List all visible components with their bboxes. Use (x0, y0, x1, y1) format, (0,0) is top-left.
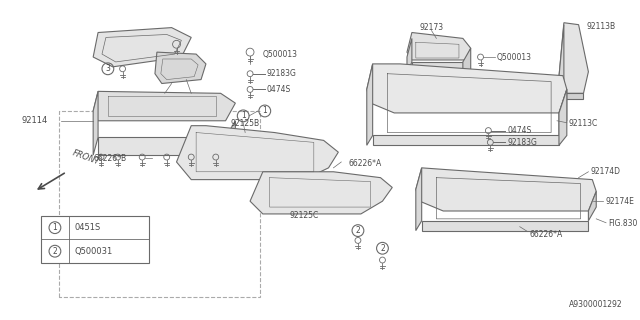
Text: 92113B: 92113B (586, 22, 616, 31)
Polygon shape (407, 38, 412, 74)
Text: Q500013: Q500013 (263, 50, 298, 59)
Text: 1: 1 (52, 223, 58, 232)
Polygon shape (98, 138, 225, 155)
Polygon shape (372, 135, 559, 145)
Text: 0474S: 0474S (507, 126, 531, 135)
Text: 92173: 92173 (420, 23, 444, 32)
Text: 0451S: 0451S (74, 223, 100, 232)
Polygon shape (93, 28, 191, 67)
Text: 92174E: 92174E (605, 197, 634, 206)
Polygon shape (250, 172, 392, 214)
Text: 66226*B: 66226*B (93, 154, 126, 163)
Text: 92125B: 92125B (230, 119, 260, 128)
Polygon shape (422, 221, 588, 231)
Polygon shape (463, 48, 470, 74)
Text: Q500013: Q500013 (496, 52, 531, 61)
Text: 2: 2 (380, 244, 385, 253)
Polygon shape (225, 121, 236, 155)
Polygon shape (155, 52, 206, 84)
Text: 1: 1 (241, 111, 246, 120)
Polygon shape (559, 89, 567, 135)
Polygon shape (588, 191, 596, 221)
Text: 2: 2 (52, 247, 58, 256)
Text: 92183G: 92183G (507, 138, 537, 147)
Polygon shape (367, 64, 372, 145)
Polygon shape (412, 62, 463, 74)
Text: A9300001292: A9300001292 (569, 300, 623, 309)
Text: 92125C: 92125C (289, 212, 319, 220)
Text: 66226*A: 66226*A (348, 159, 381, 168)
Text: 92114: 92114 (22, 116, 48, 125)
Text: 92113C: 92113C (569, 119, 598, 128)
Text: FIG.830: FIG.830 (608, 219, 637, 228)
Bar (41, 216, 149, 263)
Text: 2: 2 (356, 226, 360, 235)
Text: 0474S: 0474S (267, 85, 291, 94)
Polygon shape (559, 25, 564, 99)
Polygon shape (416, 168, 596, 211)
Polygon shape (177, 126, 339, 180)
Text: 92174D: 92174D (590, 167, 620, 176)
Polygon shape (564, 93, 584, 99)
Text: Q500031: Q500031 (74, 247, 113, 256)
Text: 1: 1 (262, 107, 267, 116)
Text: 92183G: 92183G (267, 69, 296, 78)
Text: 3: 3 (106, 64, 110, 73)
Polygon shape (93, 91, 236, 121)
Polygon shape (559, 23, 588, 93)
Polygon shape (407, 33, 470, 60)
Polygon shape (416, 168, 422, 231)
Polygon shape (367, 64, 567, 113)
Text: FRONT: FRONT (70, 148, 100, 167)
Text: 66226*A: 66226*A (529, 230, 563, 239)
Polygon shape (559, 89, 567, 145)
Polygon shape (93, 91, 98, 155)
